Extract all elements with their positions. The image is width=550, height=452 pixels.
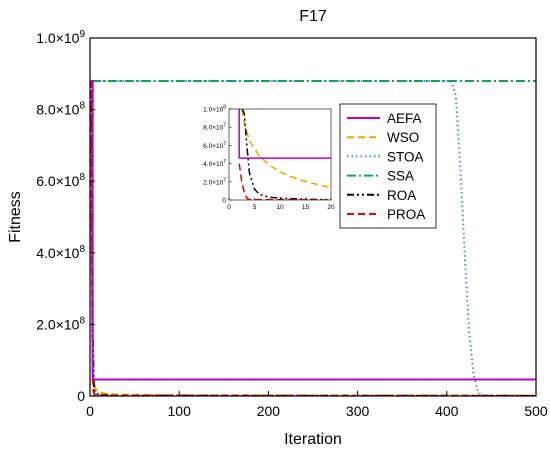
- inset-y-tick-label: 8.0×107: [203, 123, 226, 132]
- inset-series-line-aefa: [238, 109, 331, 159]
- y-tick-label: 0: [77, 388, 85, 404]
- inset-y-tick-label: 1.0×108: [203, 105, 226, 114]
- legend-label-wso: WSO: [387, 130, 419, 145]
- legend-label-stoa: STOA: [387, 149, 424, 164]
- series-line-aefa: [90, 79, 536, 381]
- inset-x-tick-label: 20: [327, 204, 335, 211]
- chart-title: F17: [299, 8, 327, 25]
- series-line-stoa: [90, 79, 536, 396]
- legend-label-ssa: SSA: [387, 169, 414, 184]
- inset-y-tick-label: 0: [222, 198, 226, 205]
- x-tick-label: 500: [524, 403, 548, 419]
- x-tick-label: 400: [435, 403, 459, 419]
- legend-box: [339, 103, 437, 229]
- y-axis-label: Fitness: [7, 191, 24, 243]
- x-tick-label: 200: [257, 403, 281, 419]
- x-tick-label: 300: [346, 403, 370, 419]
- inset-chart: 0 5 10 15 20 0 2.0×107 4.0×107 6.0×107 8.0×107 1.0…: [203, 105, 335, 212]
- y-tick-label: 8.0×108: [36, 101, 85, 118]
- legend: AEFA WSO STOA SSA ROA PROA: [339, 103, 437, 229]
- inset-x-tick-label: 10: [276, 204, 284, 211]
- legend-label-aefa: AEFA: [387, 111, 422, 126]
- main-axis-ticks: 0 100 200 300 400 50002.0×1084.0×1086.0×1088.…: [36, 29, 548, 419]
- inset-series: [238, 109, 331, 200]
- y-tick-label: 6.0×108: [36, 172, 85, 189]
- inset-y-tick-label: 6.0×107: [203, 141, 226, 150]
- inset-y-tick-label: 2.0×107: [203, 177, 226, 186]
- inset-axis-ticks: 0 5 10 15 20 0 2.0×107 4.0×107 6.0×107 8.0×107 1.0…: [203, 105, 335, 212]
- inset-series-line-wso: [241, 109, 331, 188]
- plot-frame: [89, 37, 537, 397]
- inset-series-line-roa: [241, 109, 331, 200]
- x-axis-label: Iteration: [284, 431, 342, 448]
- inset-x-tick-label: 15: [302, 204, 310, 211]
- x-tick-label: 0: [86, 403, 94, 419]
- inset-background: [229, 109, 331, 200]
- y-tick-label: 1.0×109: [36, 29, 85, 46]
- y-tick-label: 4.0×108: [36, 244, 85, 261]
- inset-y-tick-label: 4.0×107: [203, 159, 226, 168]
- inset-series-line-proa: [238, 163, 331, 200]
- y-tick-label: 2.0×108: [36, 315, 85, 332]
- legend-items: AEFA WSO STOA SSA ROA PROA: [347, 111, 425, 222]
- inset-x-tick-label: 5: [253, 204, 257, 211]
- legend-label-proa: PROA: [387, 207, 425, 222]
- x-tick-label: 100: [168, 403, 192, 419]
- inset-x-tick-label: 0: [227, 204, 231, 211]
- legend-label-roa: ROA: [387, 188, 416, 203]
